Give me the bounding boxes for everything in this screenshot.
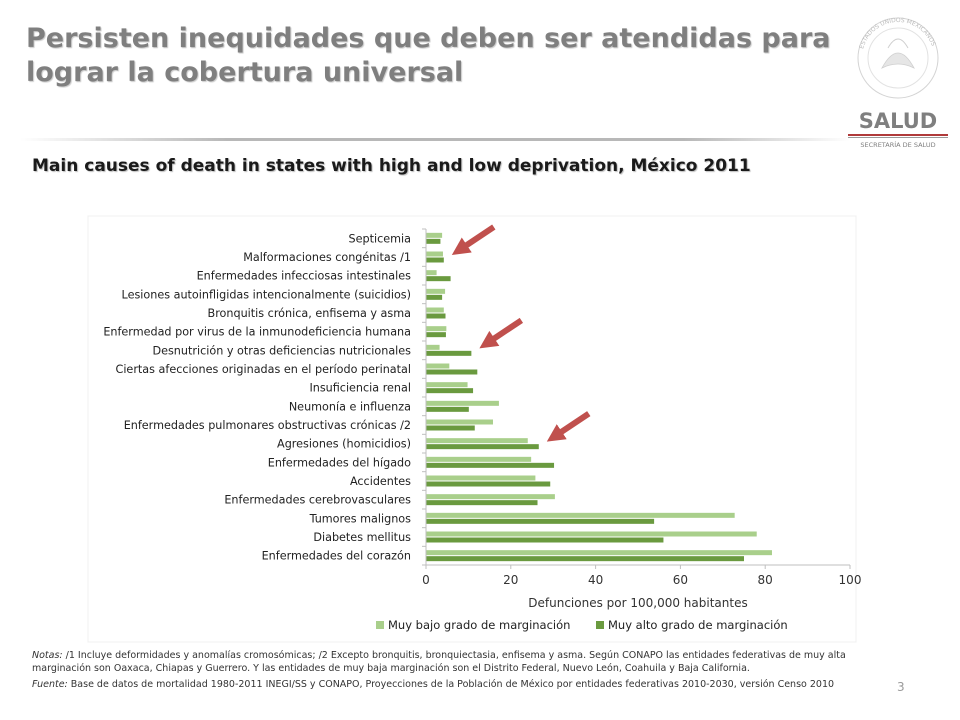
bar-low-marginalization [426, 382, 468, 388]
category-label: Enfermedades del hígado [268, 456, 411, 469]
bar-low-marginalization [426, 550, 772, 556]
category-label: Bronquitis crónica, enfisema y asma [208, 307, 411, 320]
salud-logo: ESTADOS UNIDOS MEXICANOS SALUD SECRETARÍ… [848, 17, 948, 149]
bar-low-marginalization [426, 307, 444, 313]
highlight-arrow [546, 411, 591, 442]
bar-low-marginalization [426, 251, 443, 257]
category-label: Agresiones (homicidios) [277, 438, 411, 451]
bar-low-marginalization [426, 232, 443, 238]
bar-high-marginalization [426, 294, 443, 300]
bar-high-marginalization [426, 518, 655, 524]
category-label: Septicemia [349, 232, 411, 245]
bar-low-marginalization [426, 344, 440, 350]
category-label: Enfermedades cerebrovasculares [224, 494, 411, 507]
bar-high-marginalization [426, 332, 446, 338]
bar-low-marginalization [426, 419, 493, 425]
bar-high-marginalization [426, 276, 451, 282]
logo-subtext: SECRETARÍA DE SALUD [860, 140, 935, 149]
notes-paragraph: Notas: /1 Incluye deformidades y anomalí… [32, 649, 902, 675]
bar-high-marginalization [426, 388, 474, 394]
chart-subtitle: Main causes of death in states with high… [32, 156, 751, 176]
bar-high-marginalization [426, 500, 538, 506]
bar-high-marginalization [426, 556, 744, 562]
legend-label: Muy alto grado de marginación [608, 618, 788, 632]
highlight-arrow [479, 317, 524, 349]
category-label: Malformaciones congénitas /1 [243, 251, 411, 264]
bar-high-marginalization [426, 369, 478, 375]
x-tick-label: 80 [758, 573, 773, 587]
notes-block: Notas: /1 Incluye deformidades y anomalí… [32, 649, 902, 694]
highlight-arrow [451, 224, 496, 255]
x-tick-label: 20 [503, 573, 518, 587]
bar-high-marginalization [426, 257, 444, 263]
category-label: Diabetes mellitus [313, 531, 411, 544]
bar-low-marginalization [426, 326, 447, 332]
bar-high-marginalization [426, 481, 551, 487]
source-paragraph: Fuente: Base de datos de mortalidad 1980… [32, 678, 902, 691]
x-tick-label: 60 [673, 573, 688, 587]
legend-label: Muy bajo grado de marginación [388, 618, 570, 632]
bar-low-marginalization [426, 400, 499, 406]
bar-high-marginalization [426, 406, 469, 412]
bar-high-marginalization [426, 462, 555, 468]
bar-high-marginalization [426, 238, 441, 244]
bar-low-marginalization [426, 494, 555, 500]
category-label: Accidentes [350, 475, 411, 488]
category-label: Neumonía e influenza [289, 400, 411, 413]
bar-low-marginalization [426, 438, 528, 444]
source-text: Base de datos de mortalidad 1980-2011 IN… [70, 679, 835, 690]
notes-label: Notas: [32, 650, 63, 661]
bar-high-marginalization [426, 444, 539, 450]
logo-wordmark: SALUD [859, 109, 938, 133]
bar-low-marginalization [426, 512, 735, 518]
bar-low-marginalization [426, 363, 450, 369]
category-label: Lesiones autoinfligidas intencionalmente… [122, 288, 411, 301]
national-seal-icon: ESTADOS UNIDOS MEXICANOS [857, 17, 939, 99]
chart-area [87, 215, 857, 643]
title-divider [20, 138, 850, 141]
category-label: Desnutrición y otras deficiencias nutric… [152, 344, 411, 357]
notes-text: /1 Incluye deformidades y anomalías crom… [32, 650, 846, 674]
category-label: Enfermedades pulmonares obstructivas cró… [124, 419, 411, 432]
bar-low-marginalization [426, 288, 446, 294]
category-label: Enfermedades infecciosas intestinales [197, 270, 412, 283]
bar-low-marginalization [426, 475, 536, 481]
category-label: Insuficiencia renal [309, 382, 411, 395]
bar-high-marginalization [426, 537, 664, 543]
x-tick-label: 0 [422, 573, 430, 587]
x-axis-label: Defunciones por 100,000 habitantes [528, 596, 747, 610]
bar-low-marginalization [426, 270, 437, 276]
bar-low-marginalization [426, 456, 532, 462]
bar-high-marginalization [426, 313, 446, 319]
page-number: 3 [897, 680, 905, 694]
source-label: Fuente: [32, 679, 68, 690]
legend-swatch [376, 621, 384, 629]
slide-title: Persisten inequidades que deben ser aten… [26, 23, 831, 88]
legend-swatch [596, 621, 604, 629]
bar-low-marginalization [426, 531, 757, 537]
bar-high-marginalization [426, 425, 475, 431]
category-label: Ciertas afecciones originadas en el perí… [116, 363, 411, 376]
category-label: Enfermedades del corazón [262, 550, 411, 563]
category-label: Enfermedad por virus de la inmunodeficie… [103, 326, 411, 339]
x-tick-label: 40 [588, 573, 603, 587]
x-tick-label: 100 [839, 573, 862, 587]
bar-high-marginalization [426, 350, 472, 356]
category-label: Tumores malignos [309, 512, 412, 525]
